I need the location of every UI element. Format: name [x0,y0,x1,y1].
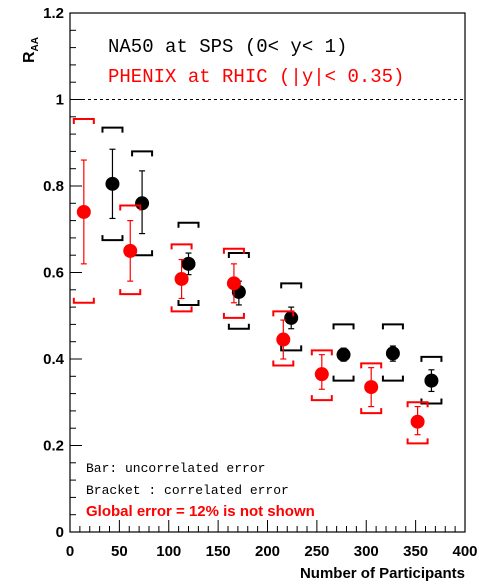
error-bracket-top [332,323,355,330]
error-bracket-top [272,310,295,317]
error-bracket-top [280,282,303,289]
y-tick-label: 0.6 [43,265,64,282]
note-bracket-error: Bracket : correlated error [86,483,289,498]
data-point [135,196,150,211]
y-tick-labels: 0 0.2 0.4 0.6 0.8 1 1.2 [43,5,65,541]
error-bracket-bottom [119,289,142,296]
error-bracket-bottom [227,323,250,330]
x-tick-label: 0 [66,543,74,560]
error-bracket-top [101,126,124,133]
x-tick-label: 400 [452,543,477,560]
data-point [336,347,351,362]
series-layer [72,117,443,445]
axis-ticks [69,12,466,533]
x-tick-label: 200 [255,543,280,560]
data-point [123,243,138,258]
error-bracket-bottom [170,306,193,313]
data-point [314,367,329,382]
y-tick-label: 1 [56,92,64,109]
x-tick-label: 50 [111,543,128,560]
error-bracket-bottom [310,395,333,402]
error-bracket-top [222,247,245,254]
data-point [424,373,439,388]
error-bracket-top [406,401,429,408]
legend-entry-phenix: PHENIX at RHIC (|y|< 0.35) [108,66,404,88]
y-tick-label: 0.2 [43,438,64,455]
x-tick-label: 350 [403,543,428,560]
x-axis-title: Number of Participants [300,565,465,582]
x-tick-labels: 0 50 100 150 200 250 300 350 400 [66,543,478,560]
error-bracket-bottom [101,235,124,242]
error-bracket-bottom [272,360,295,367]
error-bracket-top [381,323,404,330]
error-bracket-bottom [72,297,95,304]
data-point [410,414,425,429]
error-bracket-top [72,117,95,124]
error-bracket-bottom [406,438,429,445]
error-bracket-bottom [381,375,404,382]
error-bracket-bottom [332,375,355,382]
note-global-error: Global error = 12% is not shown [86,503,315,520]
x-tick-label: 100 [156,543,181,560]
error-bracket-bottom [177,299,200,306]
error-bracket-top [310,349,333,356]
error-bracket-top [119,204,142,211]
y-tick-label: 0 [56,524,64,541]
error-bracket-top [131,150,154,157]
y-axis-title: RAA [21,37,41,63]
data-point [276,332,291,347]
error-bracket-bottom [420,398,443,405]
error-bracket-bottom [280,345,303,352]
data-point [76,204,91,219]
series-phenix [72,117,429,445]
data-point [226,276,241,291]
error-bracket-top [360,362,383,369]
x-tick-label: 150 [206,543,231,560]
x-tick-label: 250 [304,543,329,560]
note-bar-error: Bar: uncorrelated error [86,461,265,476]
y-axis-title-main: R [21,51,38,63]
y-tick-label: 0.4 [43,351,65,368]
error-bracket-bottom [360,408,383,415]
data-point [364,380,379,395]
y-tick-label: 0.8 [43,178,64,195]
data-point [181,256,196,271]
error-bracket-top [420,355,443,362]
data-point [105,176,120,191]
x-tick-label: 300 [354,543,379,560]
error-bracket-top [170,243,193,250]
error-bracket-top [227,252,250,259]
series-na50 [101,126,443,405]
data-point [385,346,400,361]
data-point [284,310,299,325]
data-point [174,271,189,286]
legend-entry-na50: NA50 at SPS (0< y< 1) [108,36,347,58]
y-axis-title-sub: AA [30,37,41,51]
error-bracket-top [177,221,200,228]
error-bracket-bottom [222,312,245,319]
y-tick-label: 1.2 [43,5,64,22]
plot-frame [69,12,466,533]
